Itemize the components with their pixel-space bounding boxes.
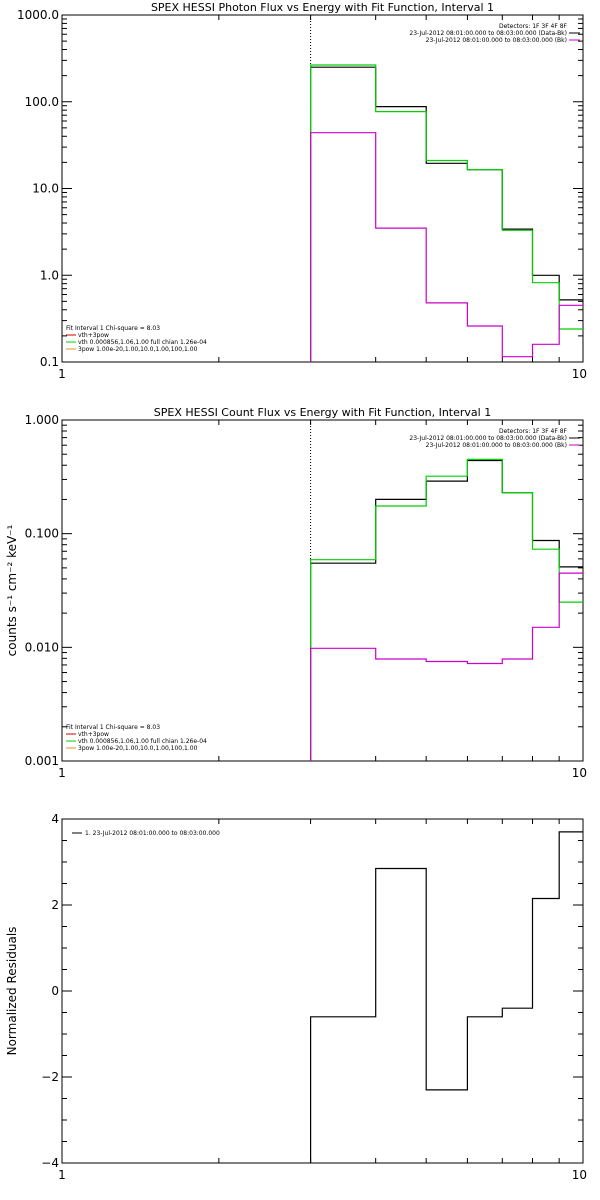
series-data-bk-step-line [310, 459, 583, 761]
series-bk-step-line [310, 572, 583, 761]
y-axis-label: counts s⁻¹ cm⁻² keV⁻¹ [5, 524, 19, 656]
info-line: Detectors: 1F 3F 4F 8F [499, 23, 568, 30]
y-tick-label: 1000.0 [17, 8, 59, 22]
plot-frame [61, 419, 584, 762]
y-tick-label: 0.1 [40, 355, 59, 369]
y-tick-label: 2 [51, 898, 59, 912]
y-tick-label: 0 [51, 984, 59, 998]
y-tick-label: −4 [41, 1156, 59, 1170]
info-line: 23-Jul-2012 08:01:00.000 to 08:03:00.000… [409, 30, 567, 37]
legend-entry: 3pow 1.00e-20,1.00,10.0,1.00,100,1.00 [78, 745, 198, 752]
y-tick-label: 10.0 [32, 182, 59, 196]
y-tick-label: 1.000 [25, 413, 59, 427]
legend-header: Fit Interval 1 Chi-square = 8.03 [66, 325, 160, 332]
y-tick-label: 1.0 [40, 268, 59, 282]
y-tick-label: 0.010 [25, 640, 59, 654]
chart-title: SPEX HESSI Count Flux vs Energy with Fit… [154, 406, 491, 419]
x-tick-label: 10 [572, 1168, 587, 1182]
plot-frame [61, 818, 584, 1164]
y-tick-label: 0.001 [25, 754, 59, 768]
x-tick-label: 1 [58, 367, 66, 381]
legend-entry: vth+3pow [78, 332, 109, 339]
legend-header: Fit Interval 1 Chi-square = 8.03 [66, 724, 160, 731]
x-tick-label: 1 [58, 766, 66, 780]
x-tick-label: 10 [572, 367, 587, 381]
chart-count: SPEX HESSI Count Flux vs Energy with Fit… [5, 406, 587, 780]
chart-title: SPEX HESSI Photon Flux vs Energy with Fi… [151, 1, 494, 14]
legend-entry: vth+3pow [78, 731, 109, 738]
y-tick-label: 4 [51, 812, 59, 826]
info-line: 23-Jul-2012 08:01:00.000 to 08:03:00.000… [426, 37, 567, 44]
series-vth-step-line [310, 64, 583, 362]
info-line: 23-Jul-2012 08:01:00.000 to 08:03:00.000… [409, 435, 567, 442]
y-axis-label: Normalized Residuals [5, 927, 19, 1056]
y-tick-label: 100.0 [25, 95, 59, 109]
info-line: Detectors: 1F 3F 4F 8F [499, 428, 568, 435]
series-data-bk-step-line [310, 66, 583, 362]
legend-entry: vth 0.000856,1.06,1.00 full chian 1.26e-… [78, 339, 207, 346]
series-vth-step-line [310, 458, 583, 761]
info-line: 23-Jul-2012 08:01:00.000 to 08:03:00.000… [426, 442, 567, 449]
chart-photon: SPEX HESSI Photon Flux vs Energy with Fi… [17, 1, 587, 381]
y-tick-label: 0.100 [25, 527, 59, 541]
legend-entry: 3pow 1.00e-20,1.00,10.0,1.00,100,1.00 [78, 346, 198, 353]
chart-resid: Normalized Residuals 1 10 −4 −2 0 2 4 1. 23-Jul-… [5, 812, 587, 1182]
series-1-23-jul-2012-08-01-00-000-to-08-03-00-000-step-line [310, 831, 583, 1163]
legend-entry: 1. 23-Jul-2012 08:01:00.000 to 08:03:00.… [85, 830, 220, 837]
x-tick-label: 1 [58, 1168, 66, 1182]
x-tick-label: 10 [572, 766, 587, 780]
series-bk-step-line [310, 132, 583, 362]
legend-entry: vth 0.000856,1.06,1.00 full chian 1.26e-… [78, 738, 207, 745]
y-tick-label: −2 [41, 1070, 59, 1084]
